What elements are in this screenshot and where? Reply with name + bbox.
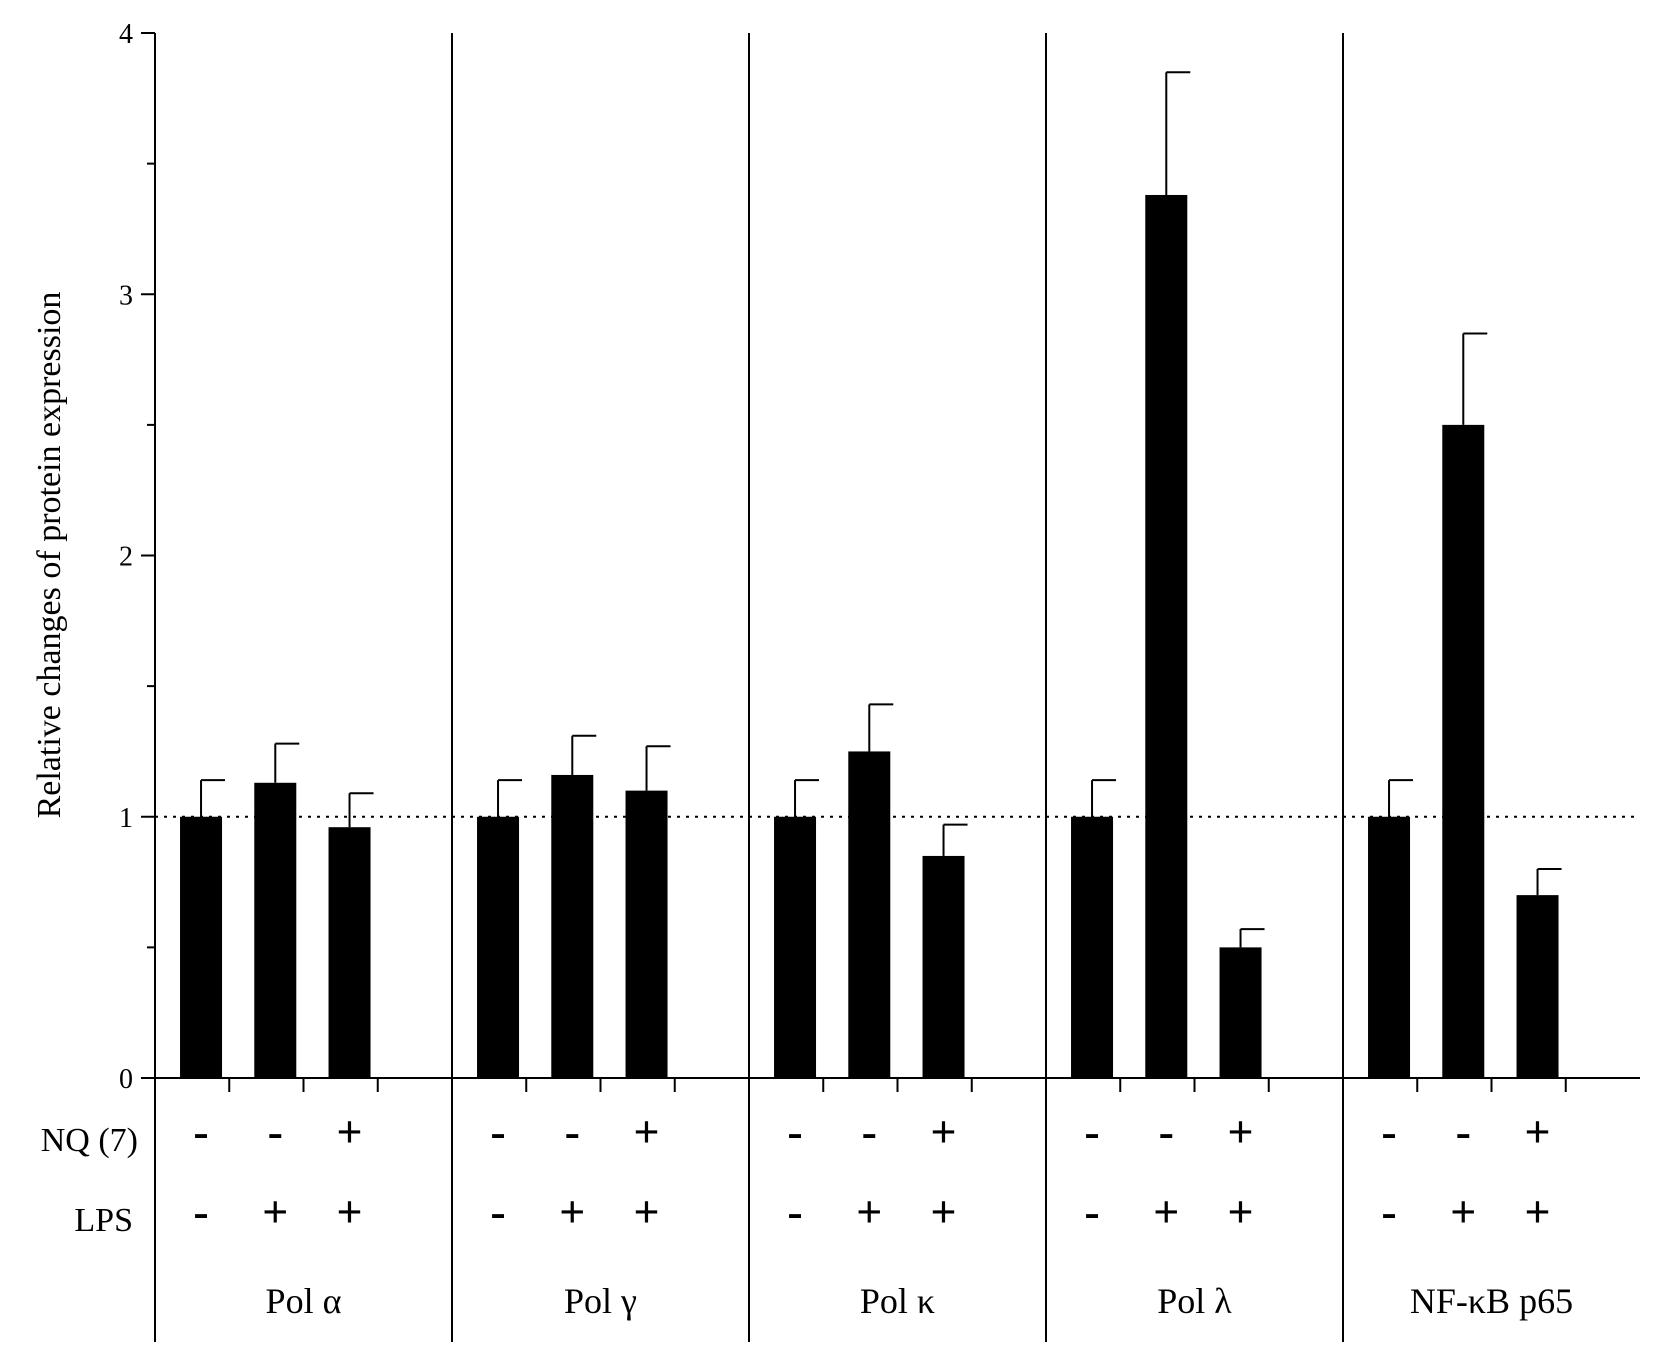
bar (254, 782, 297, 1078)
bar (1368, 816, 1411, 1078)
y-tick-label: 0 (119, 1064, 133, 1095)
nq-sign: - (565, 1106, 580, 1157)
chart-frame (155, 33, 1640, 1342)
lps-sign: - (1084, 1186, 1099, 1237)
lps-sign: + (633, 1186, 659, 1237)
nq-row-label: NQ (7) (41, 1122, 138, 1159)
lps-sign: + (1153, 1186, 1179, 1237)
bars-group (180, 71, 1562, 1079)
lps-sign: + (1524, 1186, 1550, 1237)
bar (1071, 816, 1114, 1078)
lps-sign: - (1381, 1186, 1396, 1237)
nq-sign: + (1524, 1106, 1550, 1157)
lps-sign: + (336, 1186, 362, 1237)
y-tick-label: 3 (119, 280, 133, 311)
nq-sign: - (1159, 1106, 1174, 1157)
nq-sign: - (862, 1106, 877, 1157)
bar (180, 816, 223, 1078)
treatment-signs: - - - + + + - - - + + + - - - + + + - - - + + + - - - + + + (193, 1106, 1550, 1237)
lps-sign: - (193, 1186, 208, 1237)
nq-sign: - (1084, 1106, 1099, 1157)
group-labels: Pol α Pol γ Pol κ Pol λ NF-κB p65 (266, 1281, 1574, 1321)
lps-sign: + (1227, 1186, 1253, 1237)
bar (1516, 895, 1559, 1078)
bar (922, 855, 965, 1078)
nq-sign: - (787, 1106, 802, 1157)
bar (477, 816, 520, 1078)
bar (625, 790, 668, 1078)
lps-row-label: LPS (74, 1202, 133, 1239)
y-tick-label: 1 (119, 803, 133, 834)
bar (1219, 947, 1262, 1078)
y-axis-label: Relative changes of protein expression (31, 292, 68, 819)
nq-sign: - (1456, 1106, 1471, 1157)
y-tick-label: 4 (119, 19, 133, 50)
bar (328, 827, 371, 1078)
bar (1442, 424, 1485, 1078)
group-label: Pol α (266, 1281, 342, 1321)
lps-sign: + (856, 1186, 882, 1237)
nq-sign: + (1227, 1106, 1253, 1157)
group-label: Pol κ (860, 1281, 935, 1321)
nq-sign: - (490, 1106, 505, 1157)
lps-sign: - (490, 1186, 505, 1237)
group-label: NF-κB p65 (1410, 1281, 1573, 1321)
bar (848, 751, 891, 1078)
nq-sign: + (336, 1106, 362, 1157)
nq-sign: - (193, 1106, 208, 1157)
group-label: Pol λ (1157, 1281, 1232, 1321)
nq-sign: - (1381, 1106, 1396, 1157)
nq-sign: + (930, 1106, 956, 1157)
lps-sign: - (787, 1186, 802, 1237)
y-axis: 0 1 2 3 4 (119, 19, 156, 1342)
lps-sign: + (1450, 1186, 1476, 1237)
nq-sign: - (268, 1106, 283, 1157)
lps-sign: + (559, 1186, 585, 1237)
lps-sign: + (262, 1186, 288, 1237)
nq-sign: + (633, 1106, 659, 1157)
y-tick-label: 2 (119, 542, 133, 573)
bar (1145, 194, 1188, 1079)
lps-sign: + (930, 1186, 956, 1237)
bar (551, 774, 594, 1078)
group-label: Pol γ (564, 1281, 637, 1321)
bar (774, 816, 817, 1078)
